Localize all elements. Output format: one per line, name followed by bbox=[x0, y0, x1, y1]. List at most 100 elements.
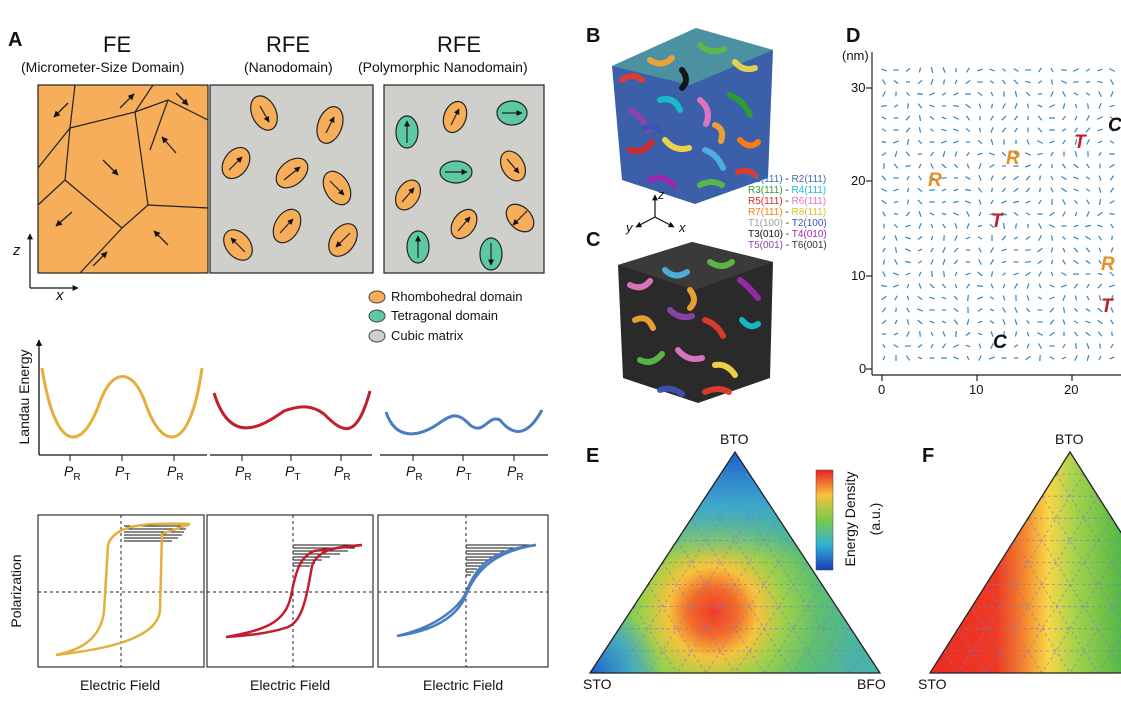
field-arrow bbox=[1026, 139, 1030, 145]
field-arrow bbox=[1109, 68, 1115, 72]
field-arrow bbox=[893, 284, 899, 288]
field-arrow bbox=[1001, 187, 1007, 193]
field-arrow bbox=[1062, 103, 1066, 109]
field-arrow bbox=[881, 116, 887, 120]
field-arrow bbox=[1062, 91, 1066, 97]
field-arrow bbox=[1013, 187, 1019, 193]
field-arrow bbox=[1109, 140, 1115, 144]
legend-swatches bbox=[368, 290, 386, 343]
field-arrow bbox=[894, 259, 898, 265]
field-arrow bbox=[1001, 127, 1007, 133]
variant-separator: - bbox=[782, 196, 792, 207]
field-arrow bbox=[953, 105, 959, 107]
axis-z-label: z bbox=[13, 242, 21, 259]
field-arrow bbox=[918, 67, 922, 73]
variant-label: R2(111) bbox=[791, 174, 827, 185]
field-arrow bbox=[1109, 104, 1115, 108]
field-arrow bbox=[942, 223, 946, 229]
field-arrow bbox=[1001, 343, 1007, 349]
tick-pr-5: PR bbox=[406, 463, 423, 483]
field-arrow bbox=[1086, 199, 1090, 205]
field-arrow bbox=[941, 200, 947, 204]
legend-cubic: Cubic matrix bbox=[391, 328, 464, 343]
panel-d-axes bbox=[866, 52, 1121, 381]
field-arrow bbox=[881, 319, 887, 325]
field-arrow bbox=[965, 127, 971, 133]
variant-label: T1(100) bbox=[748, 218, 784, 229]
ternary-f-top: BTO bbox=[1055, 431, 1084, 447]
field-arrow bbox=[881, 68, 887, 72]
hysteresis-loop-rfe bbox=[225, 543, 363, 639]
field-arrow bbox=[1097, 331, 1103, 337]
ternary-e bbox=[588, 450, 882, 674]
field-arrow bbox=[1025, 249, 1031, 251]
variant-separator: - bbox=[783, 229, 792, 240]
field-arrow bbox=[1061, 128, 1067, 132]
field-arrow bbox=[1049, 356, 1055, 360]
field-arrow bbox=[1110, 128, 1114, 132]
field-arrow bbox=[1086, 355, 1090, 361]
field-arrow bbox=[1110, 343, 1114, 349]
field-arrow bbox=[1085, 259, 1091, 265]
axis-b-x: x bbox=[679, 220, 686, 235]
field-arrow bbox=[918, 211, 922, 217]
field-arrow bbox=[1061, 80, 1067, 84]
field-arrow bbox=[1049, 284, 1055, 288]
field-arrow bbox=[943, 271, 945, 277]
field-arrow bbox=[978, 162, 982, 170]
field-arrow bbox=[978, 199, 982, 205]
field-arrow bbox=[966, 152, 970, 156]
field-arrow bbox=[1024, 164, 1032, 168]
field-arrow bbox=[930, 247, 934, 253]
field-arrow bbox=[917, 295, 923, 301]
field-arrow bbox=[907, 187, 909, 193]
tick-pr-4: PR bbox=[334, 463, 351, 483]
panel-d-ytick-10: 10 bbox=[851, 268, 866, 283]
field-arrow bbox=[906, 295, 910, 301]
field-arrow bbox=[930, 163, 934, 169]
panel-d-ytick-0: 0 bbox=[859, 361, 867, 376]
field-arrow bbox=[1038, 199, 1042, 205]
field-arrow bbox=[928, 176, 936, 180]
field-arrow bbox=[965, 236, 971, 240]
field-arrow bbox=[1013, 68, 1019, 72]
field-arrow bbox=[990, 175, 994, 181]
field-arrow bbox=[919, 331, 921, 337]
field-arrow bbox=[1073, 236, 1079, 240]
field-arrow bbox=[1110, 223, 1114, 229]
field-arrow bbox=[1001, 151, 1007, 157]
field-arrow bbox=[893, 104, 899, 108]
field-arrow bbox=[978, 211, 982, 217]
field-arrow bbox=[1025, 307, 1031, 313]
field-arrow bbox=[930, 78, 934, 86]
ternary-f bbox=[928, 450, 1121, 674]
field-arrow bbox=[1049, 211, 1055, 217]
field-arrow bbox=[1038, 223, 1042, 229]
field-arrow bbox=[918, 114, 922, 122]
field-arrow bbox=[881, 307, 887, 313]
field-arrow bbox=[1087, 103, 1089, 109]
field-arrow bbox=[1049, 296, 1055, 300]
field-arrow bbox=[1073, 224, 1079, 228]
tick-pt-1: PT bbox=[115, 463, 131, 483]
field-arrow bbox=[1097, 211, 1103, 217]
field-arrow bbox=[941, 283, 947, 289]
ternary-grid-line bbox=[971, 606, 1015, 673]
field-arrow bbox=[941, 212, 947, 216]
field-arrow bbox=[929, 212, 935, 216]
field-arrow bbox=[1073, 320, 1079, 324]
field-arrow bbox=[1013, 344, 1019, 348]
field-arrow bbox=[988, 356, 996, 360]
field-arrow bbox=[989, 212, 995, 216]
panel-d-ytick-20: 20 bbox=[851, 173, 866, 188]
field-arrow bbox=[1109, 356, 1115, 360]
field-arrow bbox=[1062, 319, 1066, 325]
field-arrow bbox=[918, 271, 922, 277]
field-arrow bbox=[929, 116, 935, 120]
ternary-grid-line bbox=[943, 650, 959, 673]
field-arrow bbox=[917, 308, 923, 312]
field-arrow bbox=[1086, 283, 1090, 289]
field-arrow bbox=[941, 163, 947, 169]
field-arrow bbox=[964, 188, 972, 192]
